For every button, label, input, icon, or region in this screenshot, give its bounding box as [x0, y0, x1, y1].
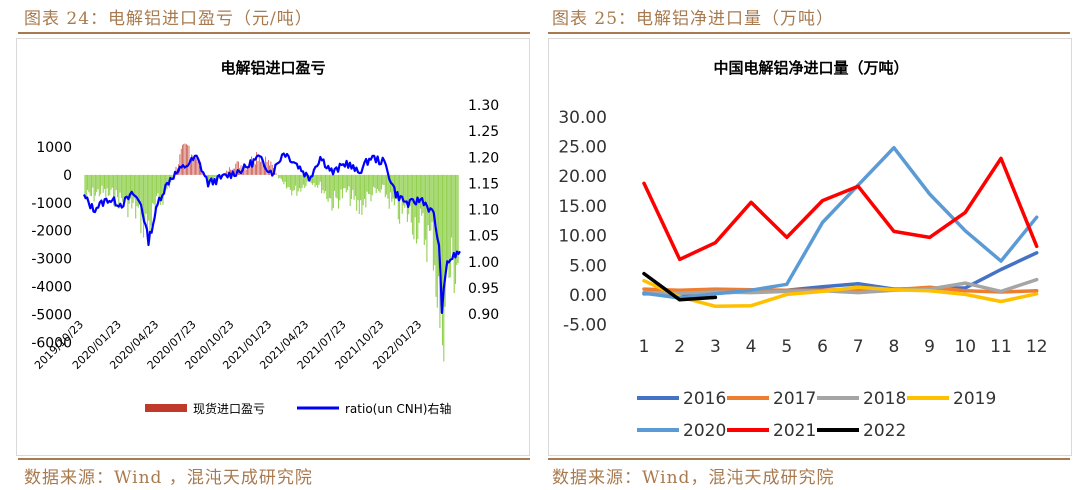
- right-y-tick-label: 1.30: [468, 98, 499, 114]
- legend-label-profit: 现货进口盈亏: [193, 401, 265, 416]
- x-tick-label: 4: [746, 337, 757, 357]
- left-figure-caption: 图表 24：电解铝进口盈亏（元/吨）: [24, 9, 313, 29]
- left-chart-panel: 电解铝进口盈亏 1000 0 -1000 -2000 -3000 -4000 -5000 -6…: [16, 38, 530, 456]
- left-y-tick-label: -6000: [31, 335, 72, 351]
- right-top-rule: [548, 32, 1070, 34]
- left-y-tick-label: 1000: [36, 140, 72, 156]
- x-tick-label: 3: [710, 337, 721, 357]
- left-source-note: 数据来源：Wind ，混沌天成研究院: [24, 468, 313, 488]
- right-y-tick-label: 1.15: [468, 176, 499, 192]
- y-tick-label: 30.00: [558, 108, 607, 128]
- left-y-tick-label: 0: [63, 168, 72, 184]
- left-y-tick-label: -2000: [31, 224, 72, 240]
- right-y-tick-label: 1.00: [468, 255, 499, 271]
- left-bottom-rule: [18, 458, 530, 460]
- right-y-tick-label: 1.10: [468, 203, 499, 219]
- x-tick-label: 10: [954, 337, 976, 357]
- legend-label-2016: 2016: [683, 389, 726, 409]
- right-figure-caption: 图表 25：电解铝净进口量（万吨）: [552, 9, 835, 29]
- y-tick-label: 25.00: [558, 138, 607, 158]
- legend-label-2022: 2022: [863, 421, 906, 441]
- y-tick-label: 20.00: [558, 167, 607, 187]
- right-bottom-rule: [548, 458, 1070, 460]
- left-chart-title: 电解铝进口盈亏: [220, 59, 325, 77]
- ratio-line: [82, 152, 461, 314]
- x-tick-label: 11: [990, 337, 1012, 357]
- x-tick-label: 8: [888, 337, 899, 357]
- y-tick-label: 15.00: [558, 197, 607, 217]
- right-y-tick-label: 1.20: [468, 150, 499, 166]
- right-y-tick-label: 1.05: [468, 229, 499, 245]
- legend-swatch-profit: [145, 404, 187, 412]
- left-y-tick-label: -1000: [31, 196, 72, 212]
- legend-label-2017: 2017: [773, 389, 816, 409]
- series-line-2021: [642, 156, 1039, 262]
- legend-label-2018: 2018: [863, 389, 906, 409]
- y-tick-label: 0.00: [569, 286, 607, 306]
- right-y-tick-label: 1.25: [468, 124, 499, 140]
- legend-label-2021: 2021: [773, 421, 816, 441]
- right-chart-panel: 中国电解铝净进口量（万吨） 30.00 25.00 20.00 15.00 10.00 5…: [548, 38, 1072, 456]
- y-tick-label: 5.00: [569, 256, 607, 276]
- right-chart-title: 中国电解铝净进口量（万吨）: [713, 59, 908, 77]
- legend-label-2019: 2019: [953, 389, 996, 409]
- x-tick-label: 6: [817, 337, 828, 357]
- left-y-tick-label: -3000: [31, 252, 72, 268]
- x-tick-label: 9: [924, 337, 935, 357]
- x-tick-label: 12: [1026, 337, 1048, 357]
- series-line-2022: [642, 271, 718, 302]
- y-tick-label: -5.00: [563, 316, 607, 336]
- series-line-2020: [642, 145, 1039, 300]
- right-y-tick-label: 0.90: [468, 307, 499, 323]
- left-y-tick-label: -5000: [31, 307, 72, 323]
- series-line-2019: [642, 278, 1039, 309]
- x-tick-label: 7: [853, 337, 864, 357]
- y-tick-label: 10.00: [558, 227, 607, 247]
- x-tick-label: 5: [781, 337, 792, 357]
- legend-label-2020: 2020: [683, 421, 726, 441]
- x-tick-label: 1: [639, 337, 650, 357]
- series-line-2018: [642, 277, 1039, 295]
- x-tick-label: 2: [674, 337, 685, 357]
- left-top-rule: [18, 32, 530, 34]
- right-source-note: 数据来源：Wind，混沌天成研究院: [552, 468, 835, 488]
- left-y-tick-label: -4000: [31, 280, 72, 296]
- net-import-chart: 中国电解铝净进口量（万吨） 30.0025.0020.0015.0010.005…: [558, 59, 1048, 441]
- legend-label-ratio: ratio(un CNH)右轴: [345, 401, 451, 416]
- right-y-tick-label: 0.95: [468, 281, 499, 297]
- import-profit-chart: 电解铝进口盈亏 1000 0 -1000 -2000 -3000 -4000 -5000 -6…: [31, 59, 499, 416]
